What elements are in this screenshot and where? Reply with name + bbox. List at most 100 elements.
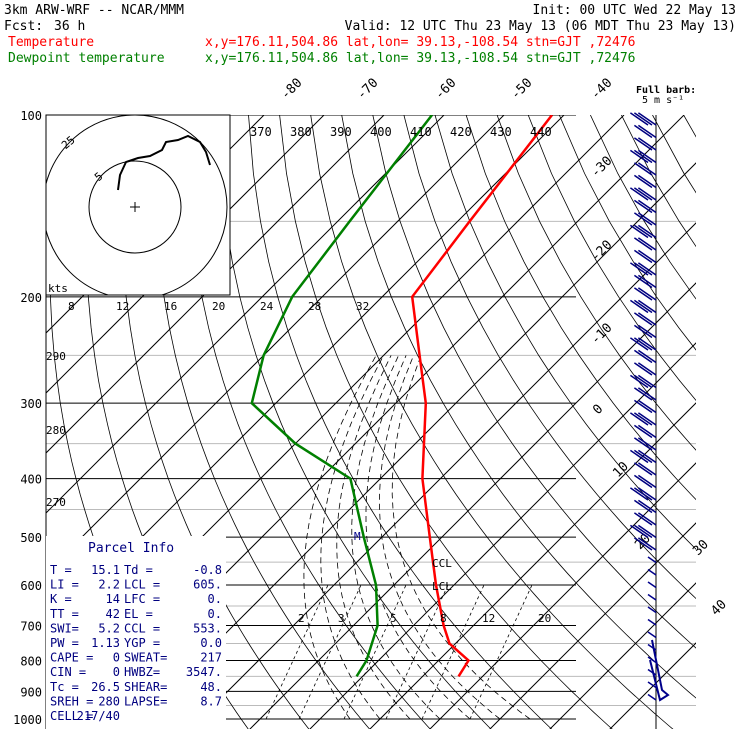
wind-barb-20-0 <box>637 362 657 376</box>
isotherm--90 <box>46 115 385 454</box>
dry-adiabat-390 <box>496 115 696 451</box>
wind-barb-12-2 <box>629 262 649 276</box>
wind-barb-15-2 <box>629 299 649 314</box>
forecast-label: Fcst: <box>4 19 43 34</box>
wind-barb-22-0 <box>637 387 657 401</box>
wind-barb-31-0 <box>637 499 657 514</box>
wind-barb-24-0 <box>637 412 657 426</box>
wind-barb-16-0 <box>637 312 657 326</box>
wind-barb-22-1 <box>633 387 653 401</box>
parcel-row-4-col-1: 5.2 <box>98 621 120 635</box>
mixing-ratio-5 <box>343 584 407 720</box>
hodo-speed-label-32: 32 <box>356 300 369 313</box>
parcel-row-8-col-1: 26.5 <box>91 680 120 694</box>
isotherm-label-10: 10 <box>610 459 632 481</box>
dry-adiabat-320 <box>279 115 613 729</box>
wind-barb-12-0 <box>637 262 657 276</box>
wind-barb-32-1 <box>633 512 653 526</box>
wind-barb-14-1 <box>633 287 653 301</box>
wind-barb-23-1 <box>633 399 653 414</box>
parcel-row-4-col-2: CCL = <box>124 621 160 635</box>
parcel-row-2-col-1: 14 <box>106 592 120 606</box>
wind-barb-11-1 <box>633 249 653 264</box>
wind-barb-8-1 <box>633 212 653 226</box>
mixing-ratio-12 <box>421 584 485 720</box>
parcel-row-0-col-1: 15.1 <box>91 563 120 577</box>
parcel-row-7-col-0: CIN = <box>50 665 86 679</box>
wind-barb-46-0 <box>647 693 657 701</box>
hodo-speed-label-28: 28 <box>308 300 321 313</box>
wind-barb-8-0 <box>637 212 657 226</box>
lcl-marker: LCL <box>432 580 452 593</box>
sounding-profiles <box>250 115 553 678</box>
wind-barb-19-0 <box>637 349 657 364</box>
mixing-ratio-3 <box>298 584 362 720</box>
pressure-tick-700: 700 <box>20 619 42 633</box>
forecast-hour: 36 h <box>54 19 85 34</box>
wind-barb-30-1 <box>633 487 653 501</box>
moist-adiabat-0 <box>303 355 377 720</box>
wind-barb-10-0 <box>637 237 657 251</box>
model-title: 3km ARW-WRF -- NCAR/MMM <box>4 3 184 18</box>
hodograph-kts-label: kts <box>48 282 68 295</box>
wind-barb-37-0 <box>647 581 657 589</box>
wind-barb-29-1 <box>633 474 653 489</box>
mixing-ratio-label-3: 3 <box>338 612 345 625</box>
wind-barb-25-0 <box>637 424 657 439</box>
parcel-row-6-col-2: SWEAT= <box>124 651 167 665</box>
parcel-row-4-col-3: 553. <box>193 621 222 635</box>
wind-barb-2-0 <box>637 137 657 151</box>
dry-adiabat-450 <box>683 115 696 138</box>
wind-barb-18-1 <box>633 337 653 351</box>
wind-barb-14-0 <box>637 287 657 301</box>
hodo-speed-label-12: 12 <box>116 300 129 313</box>
theta-e-label-380: 380 <box>290 125 312 139</box>
parcel-row-10-col-1: 217/40 <box>77 709 120 723</box>
mixing-ratio-label-2: 2 <box>298 612 305 625</box>
parcel-row-3-col-1: 42 <box>106 607 120 621</box>
theta-e-label-400: 400 <box>370 125 392 139</box>
isotherm-0 <box>309 342 696 729</box>
wind-barb-11-0 <box>637 249 657 264</box>
wind-barb-24-2 <box>629 412 649 426</box>
dewpoint-profile <box>250 115 433 678</box>
parcel-row-5-col-0: PW = <box>50 636 79 650</box>
parcel-row-2-col-0: K = <box>50 592 72 606</box>
parcel-info-title: Parcel Info <box>88 541 174 556</box>
parcel-row-1-col-3: 605. <box>193 578 222 592</box>
wind-barb-1-1 <box>633 124 653 139</box>
wind-barb-17-1 <box>633 324 653 339</box>
dry-adiabat-330 <box>310 115 674 729</box>
wind-barb-0-2 <box>629 112 649 126</box>
wind-barb-34-1 <box>633 537 653 551</box>
wind-barb-27-1 <box>633 449 653 464</box>
parcel-row-6-col-3: 217 <box>200 651 222 665</box>
theta-e-label-410: 410 <box>410 125 432 139</box>
dry-adiabat-400 <box>527 115 696 401</box>
hodo-speed-label-8: 8 <box>68 300 75 313</box>
wind-barb-21-0 <box>637 374 657 389</box>
pressure-tick-600: 600 <box>20 579 42 593</box>
wind-barb-1-0 <box>637 124 657 139</box>
isotherm--70 <box>46 115 505 574</box>
pressure-tick-1000: 1000 <box>13 713 42 727</box>
full-barb-title: Full barb: <box>636 85 696 96</box>
wind-barb-28-1 <box>633 462 653 476</box>
wind-barb-38-0 <box>647 593 657 601</box>
wind-barb-9-1 <box>633 224 653 239</box>
parcel-row-9-col-1: 280 <box>98 694 120 708</box>
wind-barb-7-0 <box>637 199 657 214</box>
isotherm-40 <box>549 582 696 729</box>
parcel-row-8-col-0: Tc = <box>50 680 79 694</box>
parcel-row-3-col-3: 0. <box>208 607 222 621</box>
wind-barb-41-0 <box>647 631 657 639</box>
wind-barb-3-2 <box>629 149 649 164</box>
isotherm--80 <box>46 115 445 514</box>
wind-barb-12-1 <box>633 262 653 276</box>
mixing-ratio-label-12: 12 <box>482 612 495 625</box>
wind-barb-5-1 <box>633 174 653 189</box>
wind-barb-15-1 <box>633 299 653 314</box>
hodograph: 5 25 kts <box>45 114 231 296</box>
dry-adiabat-360 <box>403 115 696 600</box>
ccl-marker: CCL <box>432 557 452 570</box>
